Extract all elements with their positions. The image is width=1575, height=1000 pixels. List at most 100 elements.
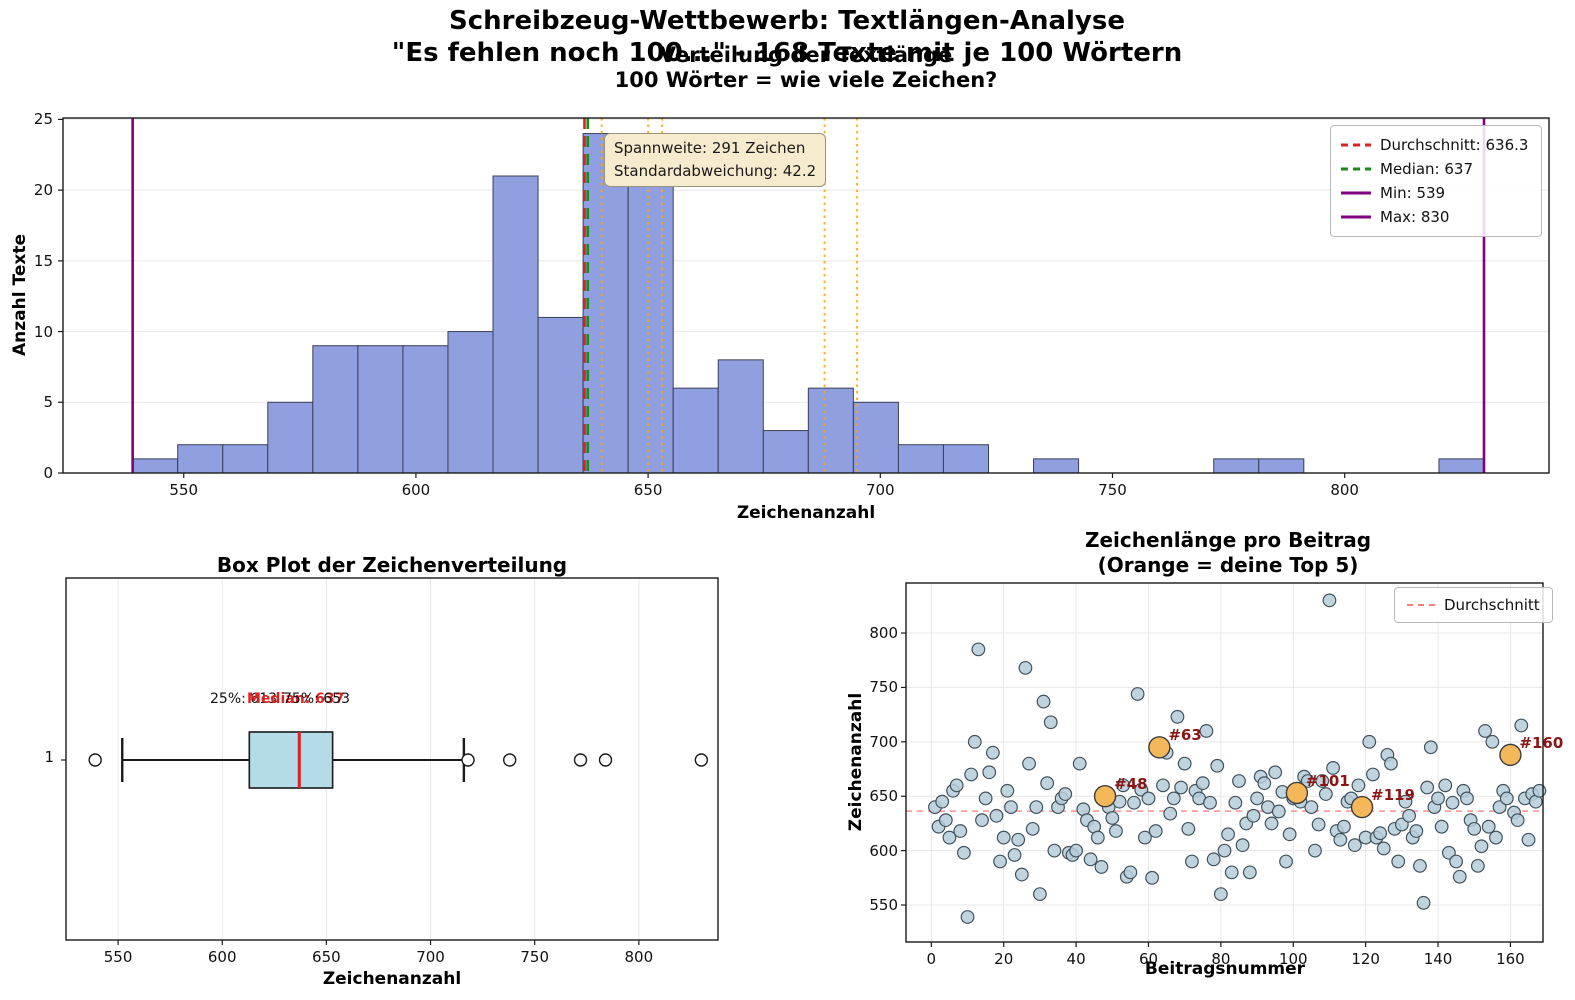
legend-item: Median: 637: [1341, 157, 1531, 181]
x-tick-label: 550: [103, 948, 133, 966]
scatter-point: [1130, 687, 1145, 701]
boxplot-plot: [61, 577, 719, 945]
scatter-legend: Durchschnitt: [1394, 587, 1553, 623]
scatter-point: [1148, 824, 1163, 838]
scatter-point: [1246, 808, 1261, 823]
scatter-point: [1145, 870, 1160, 885]
scatter-point: [1141, 791, 1156, 806]
scatter-point: [1409, 824, 1424, 838]
x-tick-label: 60: [1138, 950, 1159, 968]
histogram-bar: [717, 359, 764, 474]
scatter-point: [1058, 787, 1073, 801]
scatter-point: [1047, 843, 1062, 858]
histogram-bar: [402, 345, 449, 474]
plot-frame: [905, 582, 1544, 943]
scatter-point: [1210, 758, 1225, 773]
x-tick-label: 750: [520, 948, 549, 966]
scatter-point: [1242, 865, 1257, 880]
scatter-point: [1224, 865, 1239, 880]
scatter-point: [1235, 838, 1250, 853]
scatter-point: [1004, 800, 1018, 815]
scatter-point: [942, 830, 957, 845]
scatter-point: [1300, 774, 1315, 788]
scatter-point: [1431, 791, 1445, 806]
line-swatch: [1341, 143, 1371, 147]
scatter-point: [1423, 740, 1438, 755]
boxplot-median-label: Median: 637: [247, 691, 345, 707]
scatter-point: [1449, 854, 1464, 869]
scatter-point: [1333, 832, 1348, 847]
y-tick-label: 20: [33, 181, 53, 200]
scatter-point: [971, 642, 986, 657]
scatter-point: [1315, 774, 1330, 788]
y-tick-label: 750: [869, 678, 898, 697]
histogram-bar: [132, 458, 179, 474]
scatter-point: [985, 745, 1000, 760]
scatter-point: [1322, 593, 1337, 608]
scatter-point: [953, 824, 968, 838]
histogram-bar: [852, 401, 899, 474]
scatter-point: [978, 791, 993, 806]
boxplot-title: Box Plot der Zeichenverteilung: [216, 553, 568, 577]
scatter-point: [993, 854, 1008, 869]
legend-item: Min: 539: [1341, 181, 1531, 205]
dashed-line-swatch: [1407, 604, 1435, 606]
scatter-top5-point: [1499, 743, 1522, 767]
scatter-point: [1011, 832, 1026, 847]
y-tick-label: 15: [33, 251, 53, 270]
scatter-point: [967, 734, 982, 749]
scatter-point: [1137, 830, 1152, 845]
scatter-point: [1384, 756, 1398, 771]
x-tick-label: 800: [624, 948, 654, 966]
x-tick-label: 800: [1330, 481, 1359, 499]
legend-item: Durchschnitt: 636.3: [1341, 133, 1531, 157]
plot-frame: [65, 577, 719, 941]
scatter-point: [1014, 867, 1029, 882]
boxplot-q3-label: 75%: 653: [283, 691, 351, 707]
scatter-point: [1510, 813, 1525, 828]
scatter-point: [1228, 795, 1243, 810]
scatter-point: [975, 813, 989, 828]
scatter-point: [1413, 858, 1427, 873]
x-tick-label: 140: [1423, 950, 1453, 968]
y-tick-label: 0: [43, 464, 53, 482]
figure-title: Schreibzeug-Wettbewerb: Textlängen-Analy…: [449, 6, 1125, 36]
y-tick-label: 10: [33, 322, 53, 341]
scatter-point: [1083, 852, 1098, 867]
histogram-bar: [1033, 458, 1080, 474]
line-swatch: [1341, 167, 1371, 171]
scatter-top5-label: #48: [1114, 775, 1148, 794]
histogram-bar: [807, 387, 854, 474]
scatter-point: [1318, 787, 1333, 801]
boxplot-box: [248, 731, 334, 789]
histogram-xlabel: Zeichenanzahl: [736, 503, 876, 523]
boxplot-q1-label: 25%: 613: [210, 691, 278, 707]
scatter-point: [1308, 843, 1322, 858]
scatter-top5-point: [1148, 736, 1171, 759]
boxplot-outlier: [694, 753, 709, 767]
scatter-point: [1521, 832, 1536, 847]
histogram-bar: [942, 444, 989, 474]
scatter-point: [1170, 709, 1185, 724]
scatter-point: [938, 813, 953, 828]
boxplot-outlier: [461, 753, 475, 767]
x-tick-label: 0: [926, 950, 937, 968]
scatter-point: [1116, 778, 1131, 793]
scatter-point: [1257, 776, 1272, 791]
scatter-point: [1279, 854, 1293, 869]
boxplot-y-tick: 1: [44, 748, 54, 766]
boxplot-xlabel: Zeichenanzahl: [322, 969, 462, 989]
scatter-point: [1373, 826, 1388, 841]
scatter-point: [935, 794, 950, 809]
scatter-point: [1199, 724, 1214, 738]
y-tick-label: 600: [869, 841, 898, 860]
scatter-point: [1040, 776, 1055, 791]
scatter-point: [1445, 795, 1460, 810]
x-tick-label: 650: [312, 948, 341, 966]
x-tick-label: 120: [1351, 950, 1380, 968]
legend-label: Durchschnitt: [1444, 596, 1540, 614]
histogram-annotation: Spannweite: 291 Zeichen Standardabweichu…: [604, 133, 827, 187]
scatter-point: [1514, 718, 1529, 733]
scatter-point: [1365, 767, 1380, 782]
histogram-bar: [1438, 458, 1485, 474]
